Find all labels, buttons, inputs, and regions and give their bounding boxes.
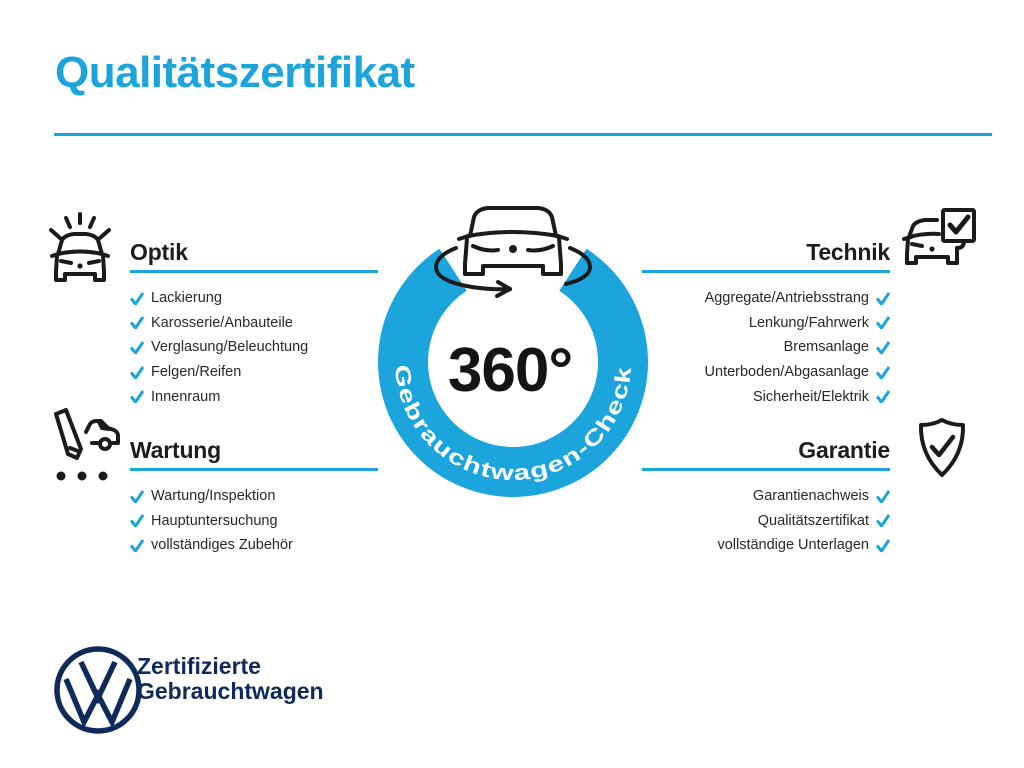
360-badge: Gebrauchtwagen-Check 360° [378, 206, 648, 497]
garantie-checklist: Garantienachweis Qualitätszertifikat vol… [642, 484, 890, 558]
check-icon [876, 365, 890, 379]
check-icon [130, 316, 144, 330]
check-icon [876, 489, 890, 503]
check-icon [130, 489, 144, 503]
check-icon [876, 291, 890, 305]
list-item: Sicherheit/Elektrik [642, 384, 890, 409]
list-item: Garantienachweis [642, 484, 890, 509]
section-underline-garantie [642, 468, 890, 471]
car-rotation-icon [434, 206, 592, 298]
footer-claim-line2: Gebrauchtwagen [137, 678, 324, 704]
check-item-label: Innenraum [151, 388, 221, 405]
section-underline-wartung [130, 468, 378, 471]
check-item-label: Bremsanlage [783, 339, 869, 356]
badge-ring [378, 248, 648, 497]
check-icon [876, 539, 890, 552]
check-item-label: Garantienachweis [752, 488, 869, 505]
check-icon [130, 291, 144, 305]
check-item-label: vollständige Unterlagen [717, 537, 869, 554]
check-item-label: Hauptuntersuchung [151, 512, 278, 529]
list-item: Unterboden/Abgasanlage [642, 360, 890, 385]
check-icon [876, 316, 890, 330]
check-item-label: Wartung/Inspektion [151, 488, 276, 505]
section-garantie: Garantie Garantienachweis Qualitätszerti… [642, 435, 890, 558]
list-item: Lenkung/Fahrwerk [642, 311, 890, 336]
vw-logo [54, 646, 142, 734]
section-underline-optik [130, 270, 378, 273]
check-item-label: vollständiges Zubehör [151, 537, 293, 554]
footer-claim: Zertifizierte Gebrauchtwagen [137, 654, 324, 704]
list-item: Felgen/Reifen [130, 360, 378, 385]
list-item: Karosserie/Anbauteile [130, 311, 378, 336]
list-item: Innenraum [130, 384, 378, 409]
list-item: Qualitätszertifikat [642, 509, 890, 534]
check-icon [130, 514, 144, 528]
section-wartung: Wartung Wartung/Inspektion Hauptuntersuc… [130, 435, 378, 558]
list-item: Wartung/Inspektion [130, 484, 378, 509]
section-title-optik: Optik [130, 239, 188, 265]
check-item-label: Verglasung/Beleuchtung [151, 339, 309, 356]
list-item: Aggregate/Antriebsstrang [642, 286, 890, 311]
wartung-checklist: Wartung/Inspektion Hauptuntersuchung vol… [130, 484, 378, 558]
service-checklist-icon [54, 408, 120, 481]
technik-checklist: Aggregate/Antriebsstrang Lenkung/Fahrwer… [642, 286, 890, 409]
section-title-wartung: Wartung [130, 437, 222, 463]
list-item: vollständiges Zubehör [130, 533, 378, 558]
check-item-label: Qualitätszertifikat [757, 512, 869, 529]
shield-check-icon [918, 418, 966, 477]
car-checkbox-icon [902, 208, 976, 265]
check-item-label: Unterboden/Abgasanlage [704, 364, 869, 381]
title-divider [54, 133, 992, 136]
check-icon [130, 539, 144, 552]
optik-checklist: Lackierung Karosserie/Anbauteile Verglas… [130, 286, 378, 409]
car-shine-icon [49, 212, 111, 282]
list-item: Verglasung/Beleuchtung [130, 335, 378, 360]
check-item-label: Aggregate/Antriebsstrang [704, 290, 869, 307]
check-icon [130, 390, 144, 404]
footer-claim-line1: Zertifizierte [137, 653, 261, 679]
section-optik: Optik Lackierung Karosserie/Anbauteile V… [130, 237, 378, 409]
list-item: Bremsanlage [642, 335, 890, 360]
check-icon [876, 514, 890, 528]
check-icon [130, 341, 144, 354]
page-title: Qualitätszertifikat [55, 48, 415, 97]
section-title-garantie: Garantie [798, 437, 890, 463]
check-icon [876, 390, 890, 404]
check-item-label: Karosserie/Anbauteile [151, 314, 293, 331]
list-item: Lackierung [130, 286, 378, 311]
check-item-label: Felgen/Reifen [151, 364, 242, 381]
list-item: vollständige Unterlagen [642, 533, 890, 558]
section-title-technik: Technik [806, 239, 890, 265]
section-underline-technik [642, 270, 890, 273]
check-item-label: Lenkung/Fahrwerk [748, 314, 869, 331]
degrees-label: 360° [448, 336, 572, 405]
section-technik: Technik Aggregate/Antriebsstrang Lenkung… [642, 237, 890, 409]
check-icon [130, 365, 144, 379]
list-item: Hauptuntersuchung [130, 509, 378, 534]
check-item-label: Sicherheit/Elektrik [752, 388, 869, 405]
check-item-label: Lackierung [151, 290, 222, 307]
check-icon [876, 341, 890, 354]
